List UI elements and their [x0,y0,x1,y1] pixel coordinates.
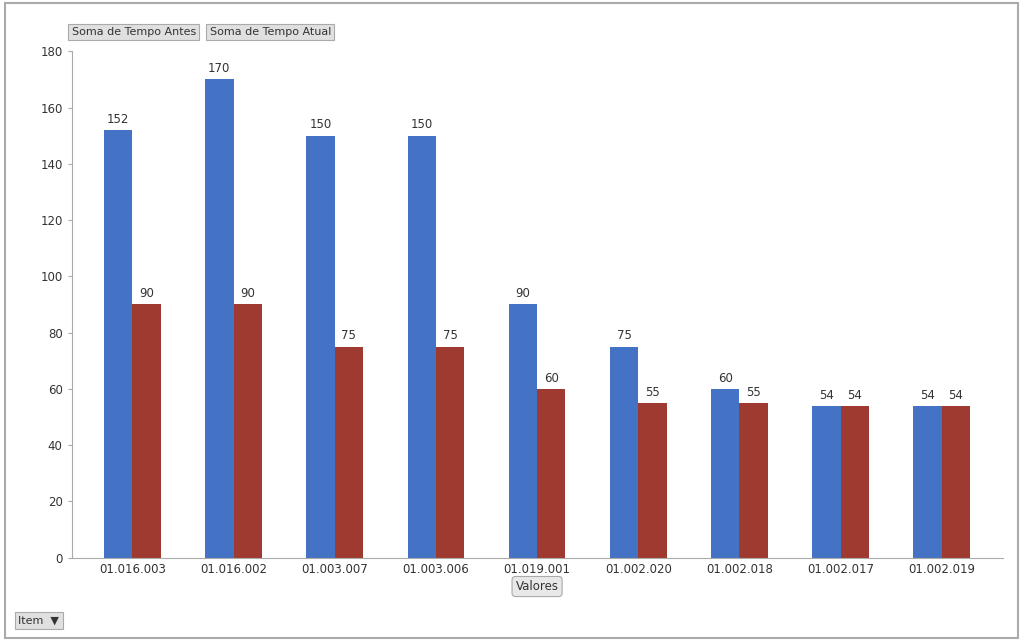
Bar [335,347,363,558]
Text: 150: 150 [410,119,433,131]
Bar [104,130,132,558]
Text: Valores: Valores [516,580,559,593]
Bar [610,347,638,558]
Bar [914,406,942,558]
Text: 90: 90 [139,287,153,300]
Bar [942,406,970,558]
Text: 90: 90 [240,287,255,300]
Text: 75: 75 [443,329,457,342]
Bar [711,389,740,558]
Text: 55: 55 [746,386,761,399]
Text: 54: 54 [819,388,834,401]
Text: Soma de Tempo Atual: Soma de Tempo Atual [210,27,331,37]
Bar [132,304,161,558]
Text: 150: 150 [309,119,331,131]
Text: 54: 54 [847,388,862,401]
Text: Item  ▼: Item ▼ [18,615,59,626]
Bar [638,403,667,558]
Bar [206,79,233,558]
Text: 60: 60 [718,372,732,385]
Text: 170: 170 [208,62,230,75]
Bar [537,389,566,558]
Text: Soma de Tempo Antes: Soma de Tempo Antes [72,27,195,37]
Text: 54: 54 [921,388,935,401]
Bar [841,406,869,558]
Bar [812,406,841,558]
Bar [306,136,335,558]
Bar [508,304,537,558]
Text: 75: 75 [617,329,631,342]
Text: 55: 55 [646,386,660,399]
Text: 60: 60 [544,372,559,385]
Bar [233,304,262,558]
Bar [436,347,464,558]
Text: 75: 75 [342,329,356,342]
Bar [407,136,436,558]
Text: 152: 152 [107,113,129,126]
Text: 90: 90 [516,287,530,300]
Bar [740,403,768,558]
Legend: Soma de Tempo Antes, Soma de Tempo Atual: Soma de Tempo Antes, Soma de Tempo Atual [356,640,718,641]
Text: 54: 54 [948,388,964,401]
